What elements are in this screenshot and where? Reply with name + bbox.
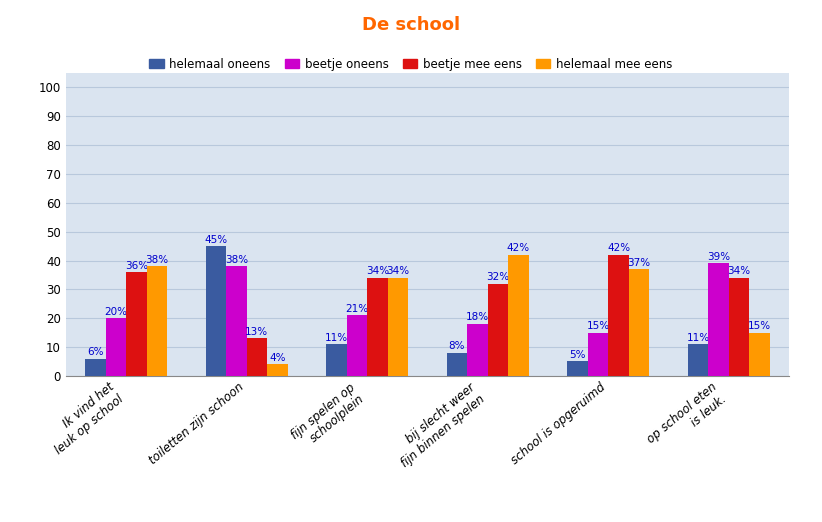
Bar (508, 255, 529, 376)
Text: 13%: 13% (245, 327, 269, 337)
Bar (487, 283, 508, 376)
Text: 36%: 36% (125, 260, 148, 270)
Text: 34%: 34% (386, 266, 409, 276)
Bar (709, 264, 729, 376)
Bar (688, 344, 709, 376)
Text: 18%: 18% (466, 313, 489, 323)
Bar (267, 364, 288, 376)
Text: 32%: 32% (487, 272, 510, 282)
Text: 38%: 38% (224, 255, 248, 265)
Text: 34%: 34% (366, 266, 389, 276)
Text: 15%: 15% (586, 321, 610, 331)
Bar (446, 353, 467, 376)
Bar (629, 269, 649, 376)
Text: 38%: 38% (145, 255, 169, 265)
Text: 20%: 20% (104, 307, 127, 317)
Bar (729, 278, 750, 376)
Bar (347, 315, 367, 376)
Bar (750, 333, 770, 376)
Text: 42%: 42% (507, 243, 530, 253)
Bar (588, 333, 608, 376)
Bar (226, 266, 247, 376)
Text: 4%: 4% (269, 353, 285, 363)
Text: 39%: 39% (707, 252, 730, 262)
Text: 21%: 21% (345, 304, 368, 314)
Bar (388, 278, 409, 376)
Bar (247, 338, 267, 376)
Text: 42%: 42% (607, 243, 630, 253)
Bar (567, 361, 588, 376)
Bar (146, 266, 167, 376)
Text: 5%: 5% (570, 350, 586, 360)
Text: 11%: 11% (325, 333, 348, 342)
Bar (467, 324, 487, 376)
Text: 6%: 6% (87, 347, 104, 357)
Bar (206, 246, 226, 376)
Text: 37%: 37% (627, 258, 650, 268)
Text: 45%: 45% (205, 235, 228, 245)
Bar (85, 359, 105, 376)
Bar (608, 255, 629, 376)
Legend: helemaal oneens, beetje oneens, beetje mee eens, helemaal mee eens: helemaal oneens, beetje oneens, beetje m… (145, 53, 677, 75)
Bar (326, 344, 347, 376)
Text: De school: De school (362, 16, 460, 33)
Bar (126, 272, 146, 376)
Text: 15%: 15% (748, 321, 771, 331)
Text: 8%: 8% (449, 341, 465, 351)
Bar (105, 318, 126, 376)
Text: 34%: 34% (727, 266, 750, 276)
Text: 11%: 11% (686, 333, 709, 342)
Bar (367, 278, 388, 376)
